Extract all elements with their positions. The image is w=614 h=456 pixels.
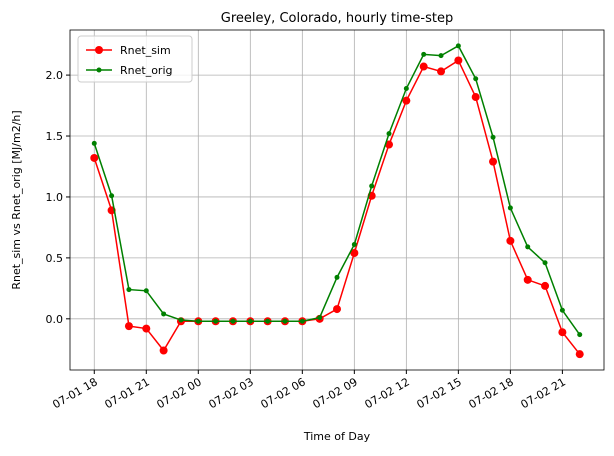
data-point bbox=[575, 350, 584, 359]
data-point bbox=[542, 260, 548, 266]
data-point bbox=[455, 43, 461, 49]
data-point bbox=[282, 318, 288, 324]
data-point bbox=[159, 346, 168, 355]
data-point bbox=[385, 140, 394, 149]
legend-marker bbox=[96, 67, 102, 73]
data-point bbox=[334, 274, 340, 280]
x-tick-label: 07-02 09 bbox=[310, 375, 359, 411]
x-axis-label: Time of Day bbox=[303, 430, 371, 443]
data-point bbox=[265, 318, 271, 324]
x-tick-label: 07-02 15 bbox=[415, 375, 464, 411]
x-tick-label: 07-01 21 bbox=[102, 375, 151, 411]
data-point bbox=[507, 205, 513, 211]
data-point bbox=[90, 153, 99, 162]
data-point bbox=[247, 318, 253, 324]
data-point bbox=[489, 157, 498, 166]
data-point bbox=[454, 56, 463, 65]
y-tick-label: 0.5 bbox=[46, 252, 64, 265]
x-tick-label: 07-02 18 bbox=[467, 375, 516, 411]
data-point bbox=[350, 249, 359, 258]
data-point bbox=[351, 241, 357, 247]
x-tick-label: 07-02 06 bbox=[258, 375, 307, 411]
x-tick-label: 07-02 00 bbox=[154, 375, 203, 411]
data-point bbox=[490, 134, 496, 140]
data-point bbox=[577, 332, 583, 338]
x-tick-label: 07-02 21 bbox=[519, 375, 568, 411]
x-tick-label: 07-02 12 bbox=[363, 375, 412, 411]
series-line bbox=[93, 44, 581, 336]
data-point bbox=[178, 317, 184, 323]
data-point bbox=[143, 288, 149, 294]
data-point bbox=[471, 93, 480, 102]
data-point bbox=[142, 324, 151, 333]
data-point bbox=[558, 328, 567, 337]
chart-title: Greeley, Colorado, hourly time-step bbox=[221, 11, 453, 26]
legend-label: Rnet_orig bbox=[120, 64, 173, 77]
data-point bbox=[473, 76, 479, 82]
y-tick-label: 0.0 bbox=[46, 313, 64, 326]
y-tick-label: 1.0 bbox=[46, 191, 64, 204]
data-point bbox=[386, 131, 392, 137]
data-point bbox=[333, 305, 341, 314]
data-point bbox=[230, 318, 236, 324]
x-tick-label: 07-02 03 bbox=[206, 375, 255, 411]
data-point bbox=[559, 307, 565, 313]
legend-label: Rnet_sim bbox=[120, 44, 171, 57]
data-point bbox=[161, 311, 167, 317]
data-point bbox=[124, 322, 133, 331]
y-tick-label: 1.5 bbox=[46, 130, 64, 143]
x-tick-label: 07-01 18 bbox=[50, 375, 99, 411]
y-tick-label: 2.0 bbox=[46, 69, 64, 82]
data-point bbox=[317, 315, 323, 321]
data-point bbox=[403, 85, 409, 91]
y-axis-label: Rnet_sim vs Rnet_orig [MJ/m2/h] bbox=[10, 110, 23, 289]
data-point bbox=[438, 53, 444, 59]
data-point bbox=[195, 318, 201, 324]
data-point bbox=[91, 140, 97, 146]
legend-marker bbox=[95, 46, 103, 54]
data-point bbox=[523, 275, 532, 284]
data-point bbox=[369, 183, 375, 189]
data-point bbox=[525, 244, 531, 250]
data-point bbox=[299, 318, 305, 324]
data-point bbox=[126, 287, 132, 293]
data-point bbox=[419, 62, 428, 71]
data-point bbox=[421, 51, 427, 57]
data-point bbox=[541, 281, 550, 290]
data-point bbox=[109, 193, 115, 199]
data-point bbox=[437, 67, 446, 76]
plot-frame bbox=[69, 29, 605, 371]
data-point bbox=[213, 318, 219, 324]
data-point bbox=[402, 96, 411, 105]
data-point bbox=[506, 236, 515, 245]
